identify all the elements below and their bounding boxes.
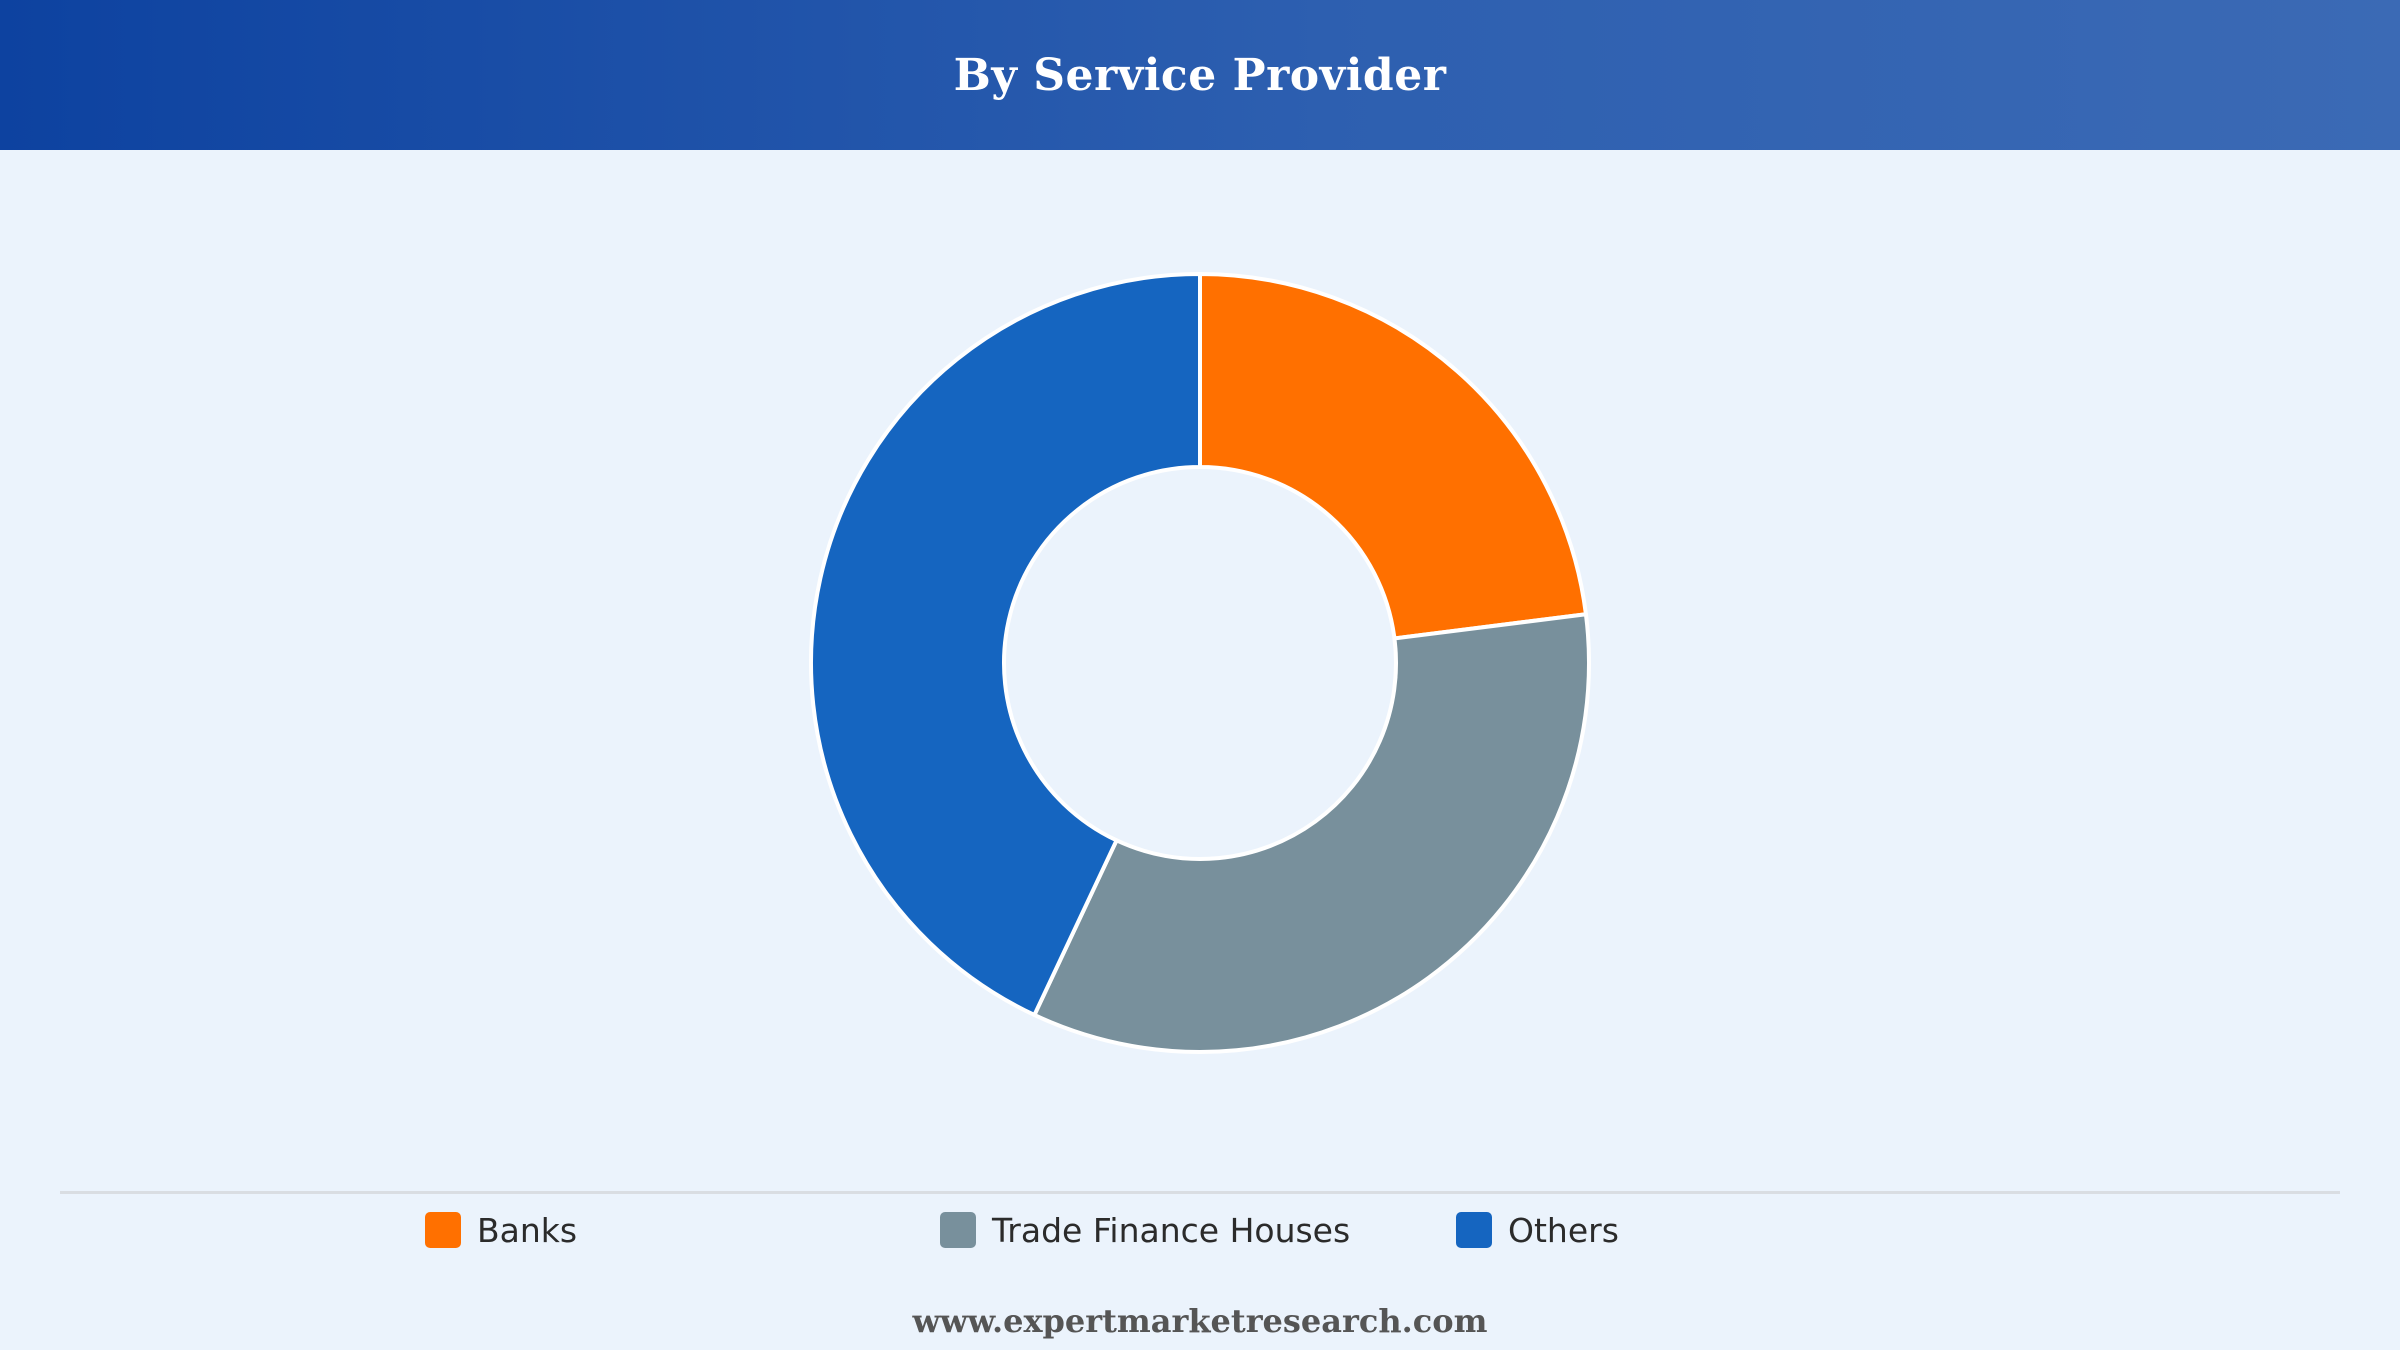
legend-item-trade-finance-houses[interactable]: Trade Finance Houses <box>940 1204 1350 1256</box>
donut-chart <box>809 272 1591 1054</box>
legend-label-trade-finance-houses: Trade Finance Houses <box>992 1210 1351 1250</box>
legend-divider <box>60 1191 2340 1194</box>
source-footer: www.expertmarketresearch.com <box>912 1302 1488 1340</box>
chart-legend: Banks Trade Finance Houses Others <box>0 1204 2400 1256</box>
legend-label-banks: Banks <box>477 1210 578 1250</box>
donut-slice-trade-finance-houses[interactable] <box>1032 612 1591 1054</box>
chart-title: By Service Provider <box>953 49 1447 101</box>
donut-slice-others[interactable] <box>809 272 1202 1017</box>
legend-swatch-others <box>1456 1212 1492 1248</box>
legend-label-others: Others <box>1508 1210 1619 1250</box>
chart-header: By Service Provider <box>0 0 2400 150</box>
chart-area <box>0 150 2400 1190</box>
legend-swatch-trade-finance-houses <box>940 1212 976 1248</box>
legend-swatch-banks <box>425 1212 461 1248</box>
legend-item-banks[interactable]: Banks <box>425 1204 577 1256</box>
donut-slice-banks[interactable] <box>1198 272 1588 641</box>
legend-item-others[interactable]: Others <box>1456 1204 1619 1256</box>
